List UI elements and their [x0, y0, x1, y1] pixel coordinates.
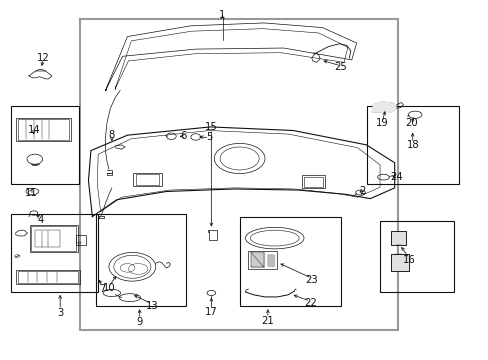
Text: 25: 25 [334, 62, 346, 72]
Bar [11, 106, 79, 184]
Bar [136, 174, 159, 185]
Text: 7: 7 [99, 284, 105, 294]
Text: 23: 23 [305, 275, 318, 285]
Bar [390, 253, 408, 271]
Text: 22: 22 [304, 298, 316, 308]
Bar [248, 251, 276, 269]
Text: 17: 17 [204, 307, 217, 317]
Text: 24: 24 [389, 172, 402, 182]
Text: 16: 16 [402, 255, 415, 265]
Text: 5: 5 [206, 132, 212, 142]
Bar [35, 230, 60, 247]
Bar [390, 231, 406, 245]
Bar [30, 225, 78, 252]
Text: 3: 3 [57, 309, 63, 318]
Text: 21: 21 [261, 316, 274, 325]
Bar [133, 173, 161, 186]
Text: 1: 1 [219, 10, 225, 20]
Text: 18: 18 [406, 140, 418, 150]
Bar [96, 214, 185, 306]
Bar [209, 230, 217, 240]
Text: 12: 12 [37, 53, 50, 63]
Text: 20: 20 [404, 118, 417, 128]
Text: 8: 8 [108, 130, 115, 140]
Text: 19: 19 [375, 118, 387, 128]
Text: 4: 4 [38, 215, 44, 225]
Text: 10: 10 [102, 283, 115, 293]
Bar [18, 120, 69, 140]
Text: 14: 14 [27, 125, 40, 135]
Text: 6: 6 [180, 131, 186, 141]
Text: 11: 11 [24, 188, 37, 198]
Bar [239, 217, 340, 306]
Bar [390, 253, 408, 271]
Text: 13: 13 [145, 301, 158, 311]
Polygon shape [371, 102, 396, 113]
Polygon shape [250, 252, 264, 267]
Bar [390, 231, 406, 245]
Bar [76, 234, 86, 245]
Bar [11, 214, 98, 292]
Bar [366, 106, 458, 184]
Bar [80, 19, 397, 330]
Text: 2: 2 [359, 186, 365, 196]
Bar [16, 270, 80, 284]
Bar [302, 175, 325, 188]
Bar [18, 271, 78, 283]
Text: 15: 15 [204, 122, 217, 132]
Bar [304, 177, 323, 187]
Text: 9: 9 [136, 318, 142, 327]
Bar [267, 255, 273, 266]
Bar [31, 226, 76, 251]
Polygon shape [267, 255, 273, 266]
Bar [379, 221, 453, 292]
Bar [16, 118, 71, 141]
